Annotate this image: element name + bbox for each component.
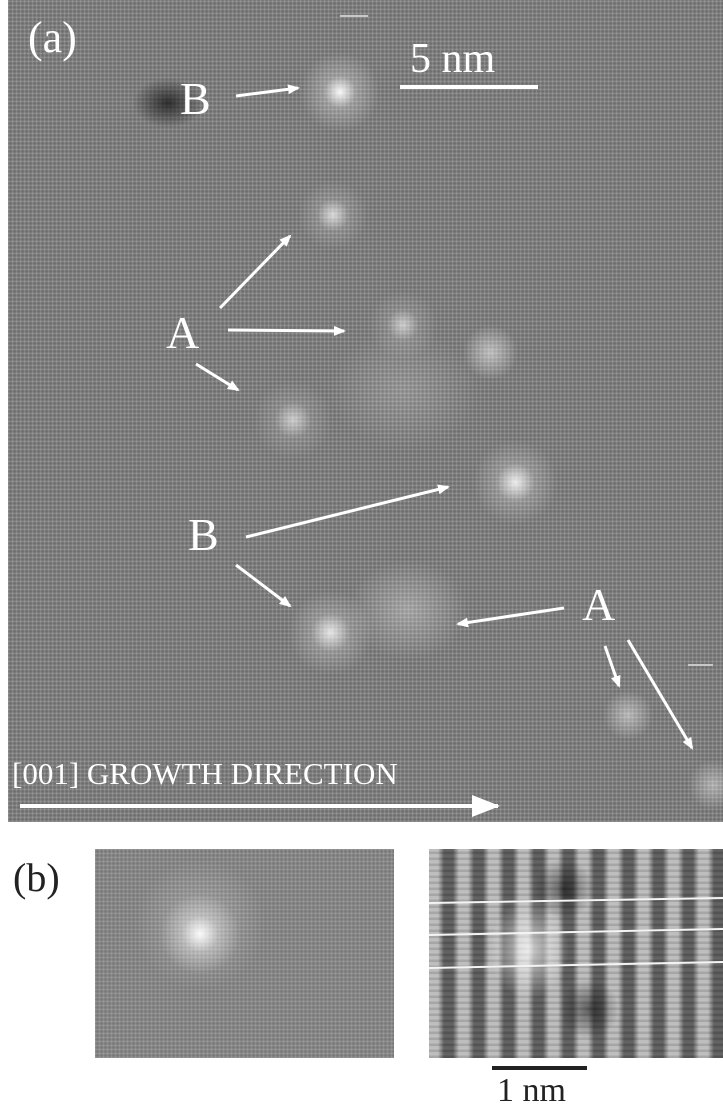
bright-spot (688, 760, 723, 810)
arrow (626, 639, 694, 750)
panel-b-label: (b) (13, 855, 60, 900)
bright-spot (328, 330, 478, 450)
guide-line (429, 928, 723, 936)
marker-b-top: B (180, 73, 211, 124)
arrow (235, 563, 292, 608)
bright-spot (368, 290, 438, 360)
growth-direction-label: [001] GROWTH DIRECTION (12, 756, 398, 791)
bright-spot (288, 590, 373, 675)
scale-bar-b-line (492, 1066, 587, 1070)
marker-a-right: A (582, 579, 616, 630)
bright-spot (300, 52, 380, 132)
bright-spot (348, 560, 468, 660)
dark-spot (534, 859, 594, 919)
arrow (603, 645, 621, 688)
scale-bar-label: 5 nm (410, 36, 496, 82)
bright-spot (463, 325, 518, 380)
panel-a-micrograph: (a) 5 nm B A B A [001] GROWTH DIRECTION (8, 0, 723, 822)
bright-spot (473, 440, 558, 525)
bright-spot (160, 894, 240, 974)
panel-a-label: (a) (28, 13, 77, 62)
arrow-overlay (20, 15, 713, 817)
inset-filtered-image (429, 849, 723, 1058)
guide-line (429, 961, 723, 969)
arrow (227, 325, 346, 336)
dark-spot (559, 979, 619, 1039)
marker-a-left: A (166, 307, 200, 358)
arrow (245, 484, 450, 539)
arrow (456, 606, 565, 628)
arrow (235, 84, 300, 98)
arrow (218, 234, 292, 310)
bright-spot (298, 180, 368, 250)
marker-b-mid: B (188, 509, 219, 560)
scale-bar-b-label: 1 nm (497, 1072, 566, 1109)
arrow (195, 362, 240, 392)
guide-line (429, 897, 723, 904)
bright-spot (603, 690, 653, 740)
dark-smudge (133, 78, 203, 128)
bright-spot (253, 380, 333, 460)
atomic-row-lines (429, 897, 723, 969)
inset-raw-image (95, 849, 394, 1058)
